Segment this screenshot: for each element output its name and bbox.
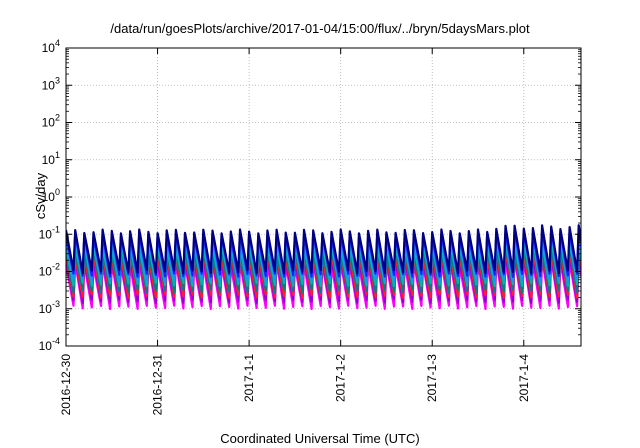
y-tick-label: 10-2 <box>39 262 60 279</box>
data-series <box>66 224 581 310</box>
x-axis-label: Coordinated Universal Time (UTC) <box>220 431 420 446</box>
y-tick-label: 10-1 <box>39 224 60 241</box>
series-line <box>66 224 581 275</box>
x-tick-label: 2017-1-3 <box>425 354 439 402</box>
y-tick-label: 104 <box>42 38 60 55</box>
y-tick-label: 103 <box>42 75 60 92</box>
x-tick-label: 2017-1-1 <box>242 354 256 402</box>
axis-ticks: 10-4 10-3 10-2 10-1 100 101 102 103 104 2016-12-3… <box>39 38 581 415</box>
x-tick-label: 2016-12-30 <box>59 354 73 416</box>
chart-title: /data/run/goesPlots/archive/2017-01-04/1… <box>110 21 530 36</box>
y-tick-label: 101 <box>42 150 60 167</box>
y-tick-label: 10-4 <box>39 336 60 353</box>
y-tick-label: 10-3 <box>39 299 60 316</box>
x-tick-label: 2017-1-2 <box>334 354 348 402</box>
y-tick-label: 100 <box>42 187 60 204</box>
x-tick-label: 2017-1-4 <box>517 354 531 402</box>
y-tick-label: 102 <box>42 113 60 130</box>
y-axis-label: cSv/day <box>33 172 48 220</box>
x-tick-label: 2016-12-31 <box>151 354 165 416</box>
